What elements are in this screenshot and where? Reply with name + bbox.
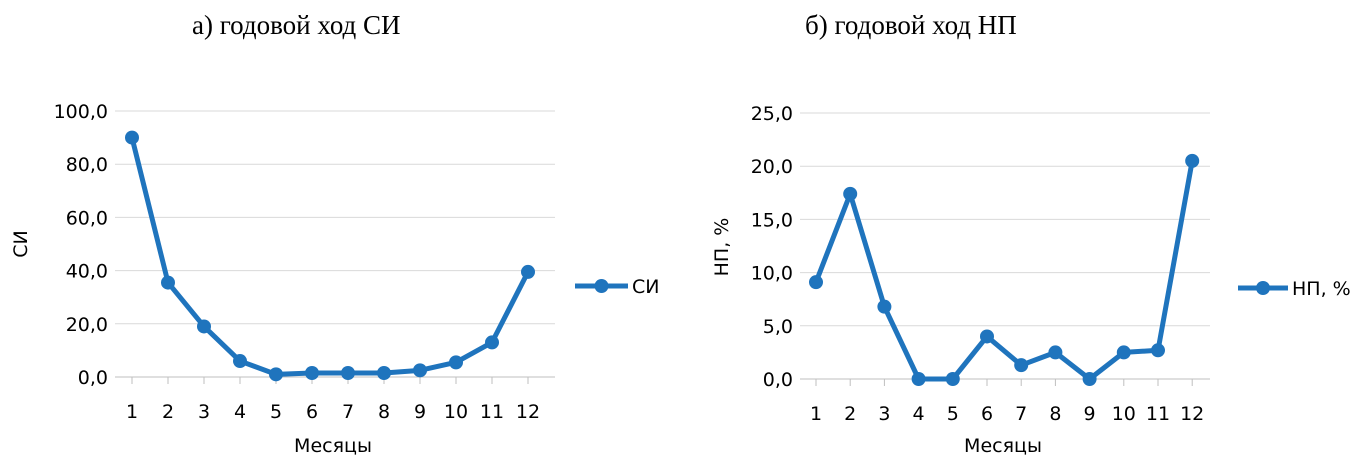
y-axis-label-a: СИ	[10, 230, 32, 257]
y-tick-label-a: 0,0	[78, 367, 108, 389]
data-point-a	[269, 367, 283, 382]
data-point-b	[1014, 358, 1029, 373]
x-tick-label-b: 5	[947, 403, 959, 425]
data-point-a	[449, 355, 463, 370]
x-tick-label-b: 7	[1015, 403, 1027, 425]
x-tick-label-b: 8	[1049, 403, 1061, 425]
x-tick-label-b: 10	[1112, 403, 1136, 425]
y-tick-label-b: 20,0	[751, 156, 793, 178]
data-point-a	[521, 264, 535, 279]
x-tick-label-b: 4	[913, 403, 925, 425]
y-tick-label-a: 20,0	[66, 314, 108, 336]
chart-title-a: а) годовой ход СИ	[192, 10, 401, 40]
y-tick-label-a: 60,0	[66, 207, 108, 229]
x-tick-label-a: 3	[198, 401, 210, 423]
x-tick-label-b: 6	[981, 403, 993, 425]
x-tick-label-a: 2	[162, 401, 174, 423]
x-tick-label-a: 8	[378, 401, 390, 423]
data-point-b	[809, 275, 823, 290]
x-tick-label-a: 1	[126, 401, 138, 423]
x-tick-label-a: 7	[342, 401, 354, 423]
x-tick-label-a: 11	[480, 401, 504, 423]
data-point-b	[877, 299, 892, 314]
x-tick-label-b: 1	[810, 403, 822, 425]
data-point-a	[197, 319, 211, 334]
x-axis-label-b: Месяцы	[964, 435, 1042, 457]
x-tick-label-a: 6	[306, 401, 318, 423]
x-tick-label-b: 9	[1084, 403, 1096, 425]
series-line-a	[129, 136, 531, 377]
y-tick-label-a: 100,0	[54, 101, 108, 123]
data-point-b	[1082, 372, 1097, 386]
legend-label-b: НП, %	[1292, 278, 1351, 300]
x-axis-label-a: Месяцы	[294, 435, 372, 457]
y-tick-label-b: 15,0	[751, 209, 793, 231]
legend-label-a: СИ	[632, 276, 659, 298]
chart-title-b: б) годовой ход НП	[805, 10, 1017, 40]
data-point-b	[843, 186, 858, 201]
data-point-a	[377, 366, 391, 381]
x-tick-label-a: 5	[270, 401, 282, 423]
x-tick-label-b: 2	[844, 403, 856, 425]
y-tick-label-b: 5,0	[763, 316, 793, 338]
y-tick-label-a: 40,0	[66, 261, 108, 283]
x-tick-label-b: 11	[1146, 403, 1170, 425]
data-point-b	[1048, 345, 1063, 360]
data-point-b	[1185, 153, 1200, 168]
data-point-b	[945, 372, 960, 386]
data-point-a	[413, 363, 427, 378]
x-tick-label-a: 10	[444, 401, 468, 423]
data-point-b	[980, 329, 994, 344]
legend-marker-b	[1256, 281, 1270, 295]
x-tick-label-a: 12	[516, 401, 540, 423]
y-axis-label-b: НП, %	[711, 218, 733, 277]
y-tick-label-b: 10,0	[751, 263, 793, 285]
data-point-a	[125, 130, 139, 145]
data-point-a	[161, 275, 175, 290]
y-tick-label-b: 0,0	[763, 369, 793, 391]
data-point-b	[911, 372, 926, 386]
data-point-b	[1151, 343, 1165, 358]
data-point-a	[341, 366, 355, 381]
data-point-b	[1116, 345, 1131, 360]
x-tick-label-a: 4	[234, 401, 246, 423]
legend-marker-a	[594, 279, 609, 293]
x-tick-label-b: 12	[1180, 403, 1204, 425]
y-tick-label-b: 25,0	[751, 103, 793, 125]
data-point-a	[233, 354, 247, 369]
series-line-b	[813, 160, 1195, 382]
x-tick-label-b: 3	[878, 403, 890, 425]
data-point-a	[485, 335, 499, 350]
data-point-a	[305, 366, 319, 381]
y-tick-label-a: 80,0	[66, 154, 108, 176]
x-tick-label-a: 9	[414, 401, 426, 423]
